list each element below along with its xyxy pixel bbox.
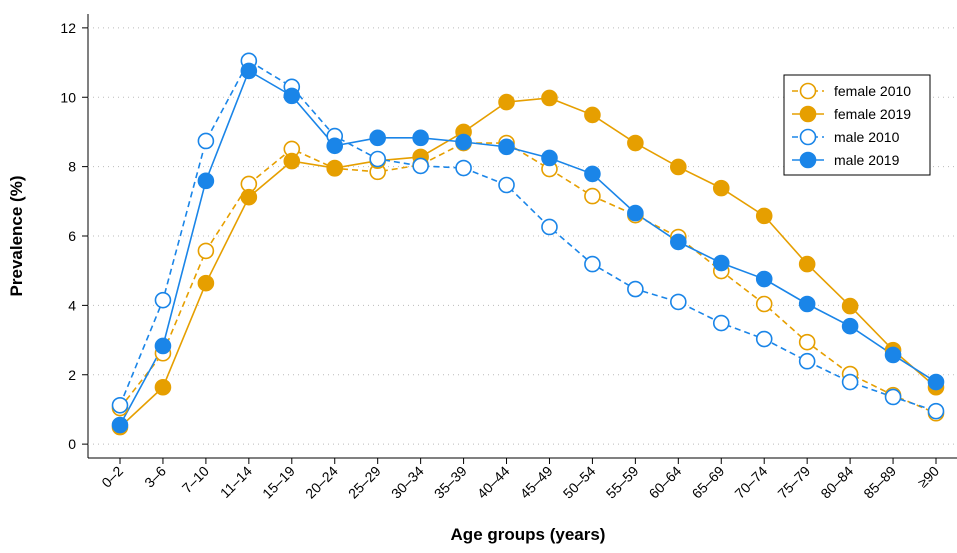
data-point (884, 346, 902, 364)
data-point (197, 274, 215, 292)
data-point (670, 158, 687, 176)
data-point (197, 132, 215, 150)
legend-marker (799, 128, 817, 146)
data-point (884, 388, 902, 406)
data-point (369, 150, 386, 168)
data-point (712, 314, 730, 332)
legend-label: male 2010 (834, 129, 900, 145)
y-tick-label: 2 (68, 367, 76, 383)
data-point (111, 396, 129, 414)
data-point (755, 270, 773, 288)
x-tick-label: 30–34 (388, 463, 427, 502)
y-tick-label: 12 (60, 20, 76, 36)
data-point (369, 129, 386, 147)
x-tick-label: ≥90 (914, 463, 942, 491)
x-tick-label: 45–49 (517, 463, 556, 502)
x-tick-label: 55–59 (603, 463, 642, 502)
data-point (841, 373, 859, 391)
data-point (240, 62, 258, 80)
y-axis-title: Prevalence (%) (7, 176, 26, 297)
x-tick-label: 40–44 (474, 463, 513, 502)
x-tick-label: 70–74 (731, 463, 770, 502)
data-point (154, 337, 172, 355)
data-point (670, 233, 687, 251)
data-point (326, 137, 344, 155)
y-tick-label: 4 (68, 297, 76, 313)
data-point (755, 207, 773, 225)
data-point (541, 149, 558, 167)
data-point (927, 373, 945, 391)
data-point (627, 134, 644, 152)
data-point (283, 87, 301, 105)
data-point (712, 179, 730, 197)
data-point (197, 242, 215, 260)
data-point (584, 255, 601, 273)
data-point (627, 280, 644, 298)
x-tick-label: 11–14 (217, 463, 255, 501)
x-axis-title: Age groups (years) (451, 525, 606, 544)
data-point (798, 295, 816, 313)
data-point (455, 133, 472, 151)
data-point (627, 204, 644, 222)
data-point (798, 333, 816, 351)
data-point (541, 218, 558, 236)
y-tick-label: 10 (60, 89, 76, 105)
x-tick-label: 60–64 (646, 463, 685, 502)
legend-label: male 2019 (834, 152, 900, 168)
data-point (584, 106, 601, 124)
data-point (283, 152, 301, 170)
data-point (755, 295, 773, 313)
data-point (755, 330, 773, 348)
data-point (584, 165, 601, 183)
data-point (455, 159, 472, 177)
data-point (111, 416, 129, 434)
x-tick-label: 0–2 (98, 463, 126, 491)
data-point (841, 297, 859, 315)
x-tick-label: 85–89 (860, 463, 899, 502)
x-tick-label: 75–79 (774, 463, 813, 502)
data-point (240, 188, 258, 206)
series-line (119, 142, 937, 414)
legend-marker (799, 82, 817, 100)
x-tick-label: 20–24 (302, 463, 341, 502)
legend: female 2010 female 2019 male 2010 male 2019 (783, 74, 931, 176)
series-line (119, 97, 937, 428)
legend-label: female 2010 (834, 83, 911, 99)
data-point (670, 293, 687, 311)
legend-marker (799, 105, 817, 123)
x-tick-label: 65–69 (689, 463, 728, 502)
data-point (498, 176, 515, 194)
x-tick-label: 80–84 (817, 463, 856, 502)
y-tick-label: 8 (68, 159, 76, 175)
data-point (412, 129, 429, 147)
x-tick-label: 50–54 (560, 463, 599, 502)
data-point (498, 93, 515, 111)
data-point (927, 402, 945, 420)
data-point (197, 172, 215, 190)
data-point (154, 291, 172, 309)
x-tick-label: 3–6 (141, 463, 169, 491)
data-point (412, 157, 429, 175)
x-tick-label: 7–10 (179, 463, 212, 496)
data-point (798, 255, 816, 273)
legend-label: female 2019 (834, 106, 911, 122)
y-tick-label: 6 (68, 228, 76, 244)
data-point (712, 254, 730, 272)
x-tick-label: 25–29 (345, 463, 384, 502)
x-tick-label: 15–19 (259, 463, 298, 502)
data-point (326, 159, 344, 177)
data-point (541, 89, 558, 107)
y-tick-label: 0 (68, 436, 76, 452)
data-point (498, 138, 515, 156)
x-tick-label: 35–39 (431, 463, 470, 502)
legend-marker (799, 151, 817, 169)
data-point (154, 378, 172, 396)
data-point (841, 317, 859, 335)
data-point (798, 352, 816, 370)
data-point (584, 187, 601, 205)
